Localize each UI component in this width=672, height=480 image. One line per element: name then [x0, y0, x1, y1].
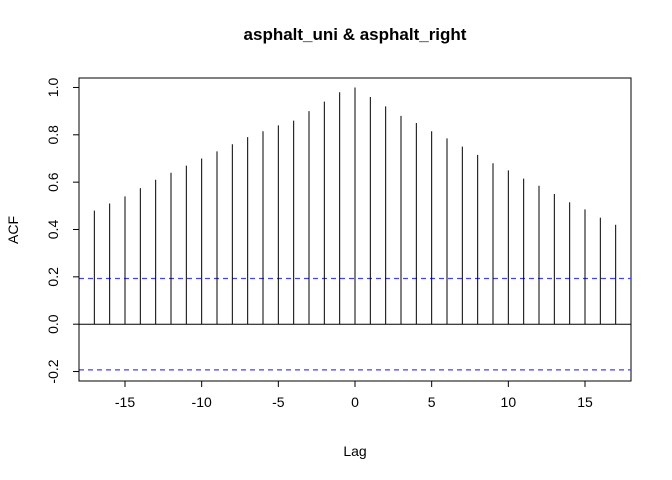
- y-axis-label: ACF: [5, 216, 21, 244]
- plot-marks: [79, 87, 631, 371]
- x-tick-label: 0: [351, 394, 359, 410]
- x-tick-label: -10: [192, 394, 212, 410]
- y-tick-label: -0.2: [45, 359, 61, 383]
- y-tick-label: 1.0: [45, 78, 61, 98]
- y-tick-label: 0.6: [45, 172, 61, 192]
- y-tick-label: 0.4: [45, 220, 61, 240]
- y-axis: -0.2 0.0 0.2 0.4 0.6 0.8 1.0: [45, 78, 80, 384]
- x-axis: -15 -10 -5 0 5 10 15: [115, 380, 593, 410]
- x-tick-label: -15: [115, 394, 135, 410]
- y-tick-label: 0.0: [45, 314, 61, 334]
- x-axis-label: Lag: [343, 443, 366, 459]
- chart-title: asphalt_uni & asphalt_right: [244, 25, 467, 44]
- x-tick-label: 10: [501, 394, 517, 410]
- x-tick-label: 15: [577, 394, 593, 410]
- y-tick-label: 0.8: [45, 125, 61, 145]
- y-tick-label: 0.2: [45, 267, 61, 287]
- x-tick-label: -5: [272, 394, 285, 410]
- x-tick-label: 5: [428, 394, 436, 410]
